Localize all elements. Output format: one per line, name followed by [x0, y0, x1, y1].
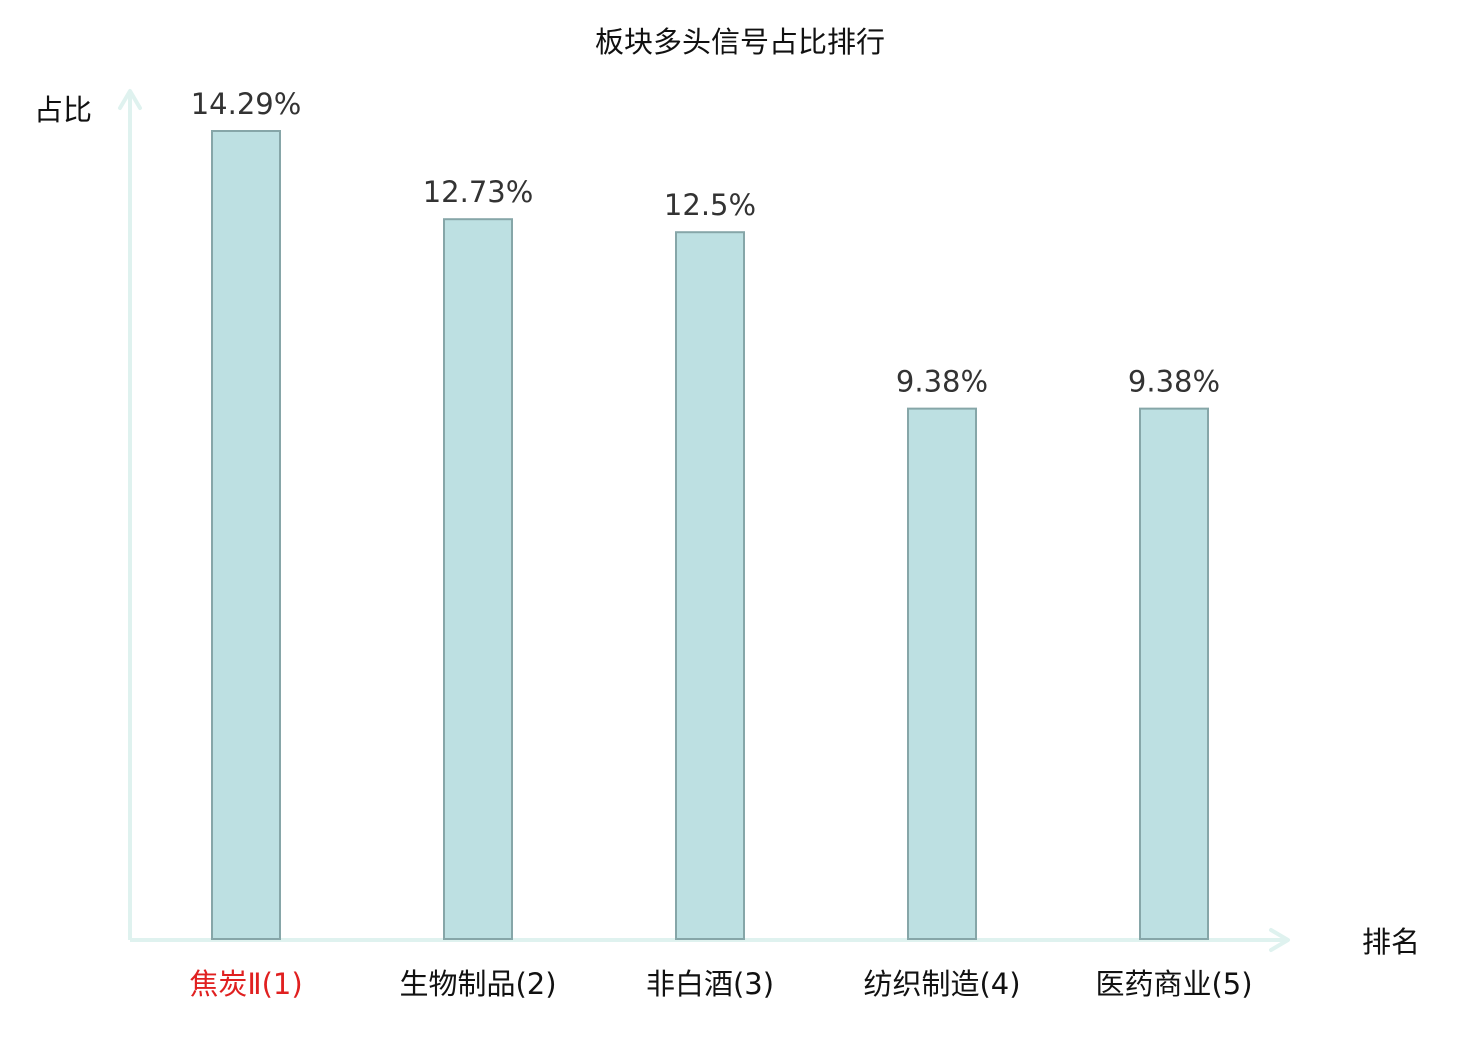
bar-2	[443, 218, 513, 940]
bar-value-label-5: 9.38%	[1128, 365, 1220, 399]
bar-1	[211, 130, 281, 940]
category-labels-group: 焦炭Ⅱ(1) 生物制品(2) 非白酒(3) 纺织制造(4) 医药商业(5)	[189, 967, 1252, 1001]
bar-value-label-1: 14.29%	[191, 87, 302, 121]
category-label-3: 非白酒(3)	[646, 967, 774, 1001]
x-axis-arrow-icon	[1269, 928, 1290, 952]
bar-value-label-2: 12.73%	[423, 175, 534, 209]
category-label-4: 纺织制造(4)	[863, 967, 1020, 1001]
y-axis-label: 占比	[34, 93, 92, 127]
chart-title: 板块多头信号占比排行	[595, 25, 885, 59]
x-axis-label: 排名	[1362, 925, 1420, 959]
bar-value-label-3: 12.5%	[664, 188, 756, 222]
bar-5	[1139, 407, 1209, 941]
bar-3	[675, 231, 745, 940]
category-label-1: 焦炭Ⅱ(1)	[189, 967, 302, 1001]
bar-4	[907, 407, 977, 941]
category-label-2: 生物制品(2)	[399, 967, 556, 1001]
value-labels-group: 14.29% 12.73% 12.5% 9.38% 9.38%	[191, 87, 1220, 399]
y-axis-arrow-icon	[118, 89, 142, 110]
category-label-5: 医药商业(5)	[1095, 967, 1252, 1001]
bar-value-label-4: 9.38%	[896, 365, 988, 399]
bars-group	[211, 130, 1209, 941]
